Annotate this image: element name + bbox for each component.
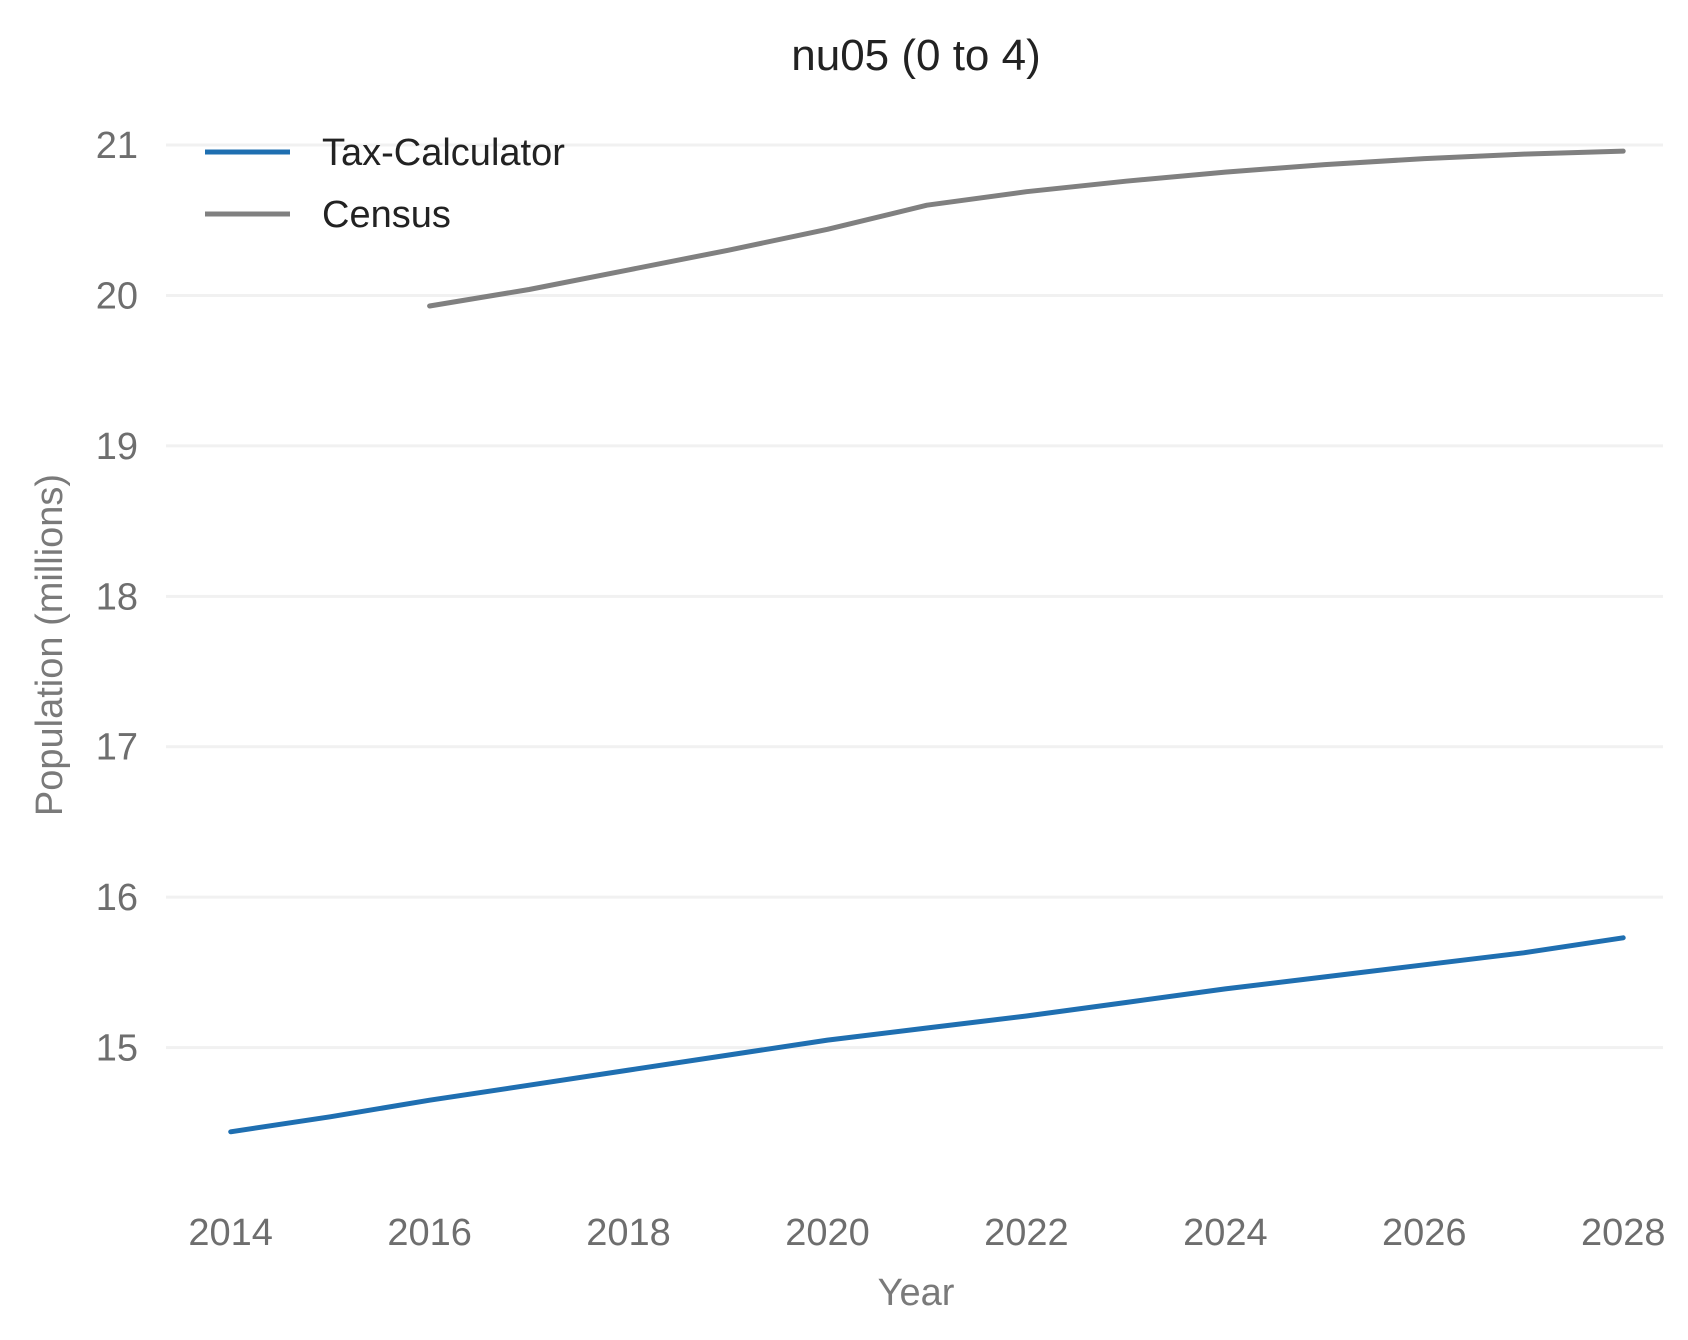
x-tick-label: 2014 — [188, 1212, 273, 1254]
x-tick-label: 2022 — [984, 1212, 1069, 1254]
gridlines — [166, 143, 1663, 1050]
y-tick-label: 17 — [96, 727, 138, 769]
x-axis-ticks: 2014 2016 2018 2020 2022 2024 2026 2028 — [188, 1212, 1665, 1254]
series-line-census — [427, 148, 1626, 309]
series-line-tax-calculator — [228, 935, 1626, 1135]
y-tick-label: 20 — [96, 275, 138, 317]
legend-label: Census — [322, 194, 451, 236]
legend: Tax-Calculator Census — [205, 132, 565, 236]
legend-label: Tax-Calculator — [322, 132, 565, 174]
chart-title: nu05 (0 to 4) — [791, 31, 1041, 80]
y-tick-label: 21 — [96, 125, 138, 167]
x-tick-label: 2018 — [586, 1212, 671, 1254]
y-tick-label: 18 — [96, 576, 138, 618]
x-tick-label: 2024 — [1183, 1212, 1268, 1254]
x-tick-label: 2028 — [1581, 1212, 1666, 1254]
y-axis-ticks: 15 16 17 18 19 20 21 — [96, 125, 138, 1070]
x-tick-label: 2026 — [1382, 1212, 1467, 1254]
y-tick-label: 15 — [96, 1028, 138, 1070]
x-axis-label: Year — [878, 1272, 955, 1314]
y-axis-label: Population (millions) — [29, 474, 71, 816]
y-tick-label: 19 — [96, 426, 138, 468]
x-tick-label: 2016 — [387, 1212, 472, 1254]
series-lines — [228, 148, 1626, 1135]
x-tick-label: 2020 — [785, 1212, 870, 1254]
y-tick-label: 16 — [96, 877, 138, 919]
